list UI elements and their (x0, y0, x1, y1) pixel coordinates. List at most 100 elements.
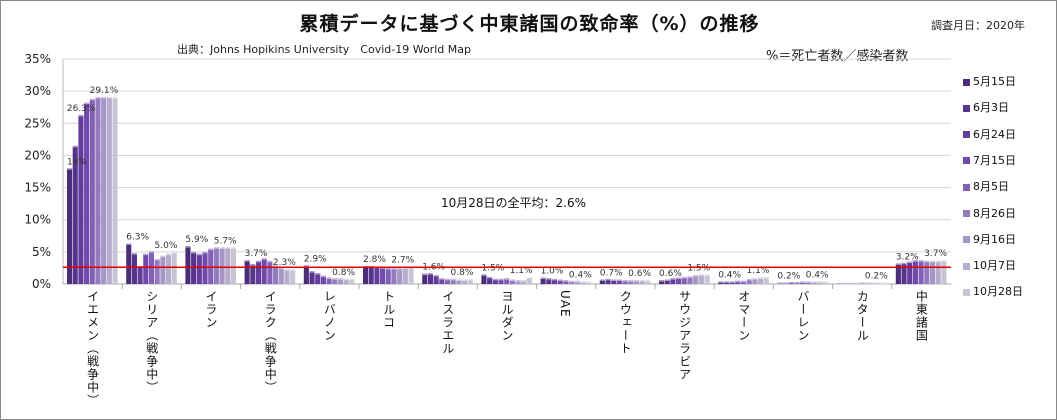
bar (462, 279, 468, 284)
bar (278, 267, 284, 284)
bar-highlight (101, 96, 107, 99)
bar-highlight (752, 278, 758, 280)
bar (84, 102, 90, 284)
bar-highlight (166, 253, 172, 256)
y-tick-label: 30% (24, 84, 51, 98)
bar (918, 260, 924, 284)
bar-highlight (244, 260, 250, 262)
bar-highlight (859, 282, 865, 285)
data-label: 0.8% (451, 268, 474, 278)
legend-swatch (963, 236, 970, 244)
bar-highlight (267, 260, 273, 263)
bar-highlight (929, 260, 936, 263)
bar-highlight (729, 281, 735, 283)
bar (924, 260, 930, 284)
bar-highlight (332, 278, 338, 280)
category-label: 中東諸国 (914, 290, 929, 342)
bar (611, 279, 617, 284)
legend-label: 10月28日 (973, 285, 1023, 299)
bar-highlight (422, 273, 428, 276)
bar (244, 260, 250, 284)
bar-highlight (303, 265, 309, 267)
bar-highlight (740, 280, 747, 283)
bar-highlight (78, 114, 84, 117)
formula-note: %＝死亡者数／感染者数 (766, 49, 909, 64)
bar-highlight (557, 279, 563, 281)
bar-highlight (143, 253, 149, 256)
data-label: 2.8% (363, 255, 386, 265)
legend-label: 9月16日 (973, 232, 1016, 246)
legend-item: 6月3日 (963, 99, 1009, 115)
bar (343, 278, 349, 284)
bar-highlight (783, 282, 789, 285)
bar (131, 253, 137, 284)
bar-highlight (320, 275, 326, 278)
legend-item: 5月15日 (963, 73, 1016, 89)
bar-highlight (89, 98, 95, 101)
bar (349, 278, 355, 284)
bar (250, 264, 256, 284)
bar (698, 274, 704, 284)
data-label: 0.4% (806, 270, 829, 280)
bar (408, 266, 414, 284)
data-label: 1.0% (541, 267, 564, 277)
data-label: 0.4% (569, 270, 592, 280)
bar-highlight (763, 276, 769, 279)
bar (374, 266, 380, 284)
bar-highlight (758, 277, 764, 280)
data-label: 2.3% (273, 258, 296, 268)
bar (137, 266, 143, 284)
bar-highlight (337, 278, 344, 280)
bar (521, 280, 527, 284)
bar-highlight (895, 263, 901, 265)
bar (895, 263, 901, 284)
bar-highlight (343, 278, 349, 281)
bar (363, 266, 369, 284)
bar (492, 278, 498, 284)
category-label: ヨルダン (500, 290, 514, 342)
bar (213, 247, 219, 284)
legend-label: 6月24日 (973, 127, 1016, 141)
bar (676, 277, 682, 284)
bar-highlight (255, 260, 262, 263)
bar (368, 266, 374, 284)
legend-item: 10月28日 (963, 283, 1023, 299)
bar (326, 277, 332, 284)
bar (208, 248, 214, 284)
data-label: 0.6% (628, 269, 651, 279)
bar (704, 274, 710, 284)
bar-highlight (462, 279, 468, 281)
bar-highlight (284, 269, 290, 271)
data-label: 1.1% (747, 266, 770, 276)
y-tick-label: 20% (24, 148, 51, 162)
bar-highlight (687, 276, 693, 278)
data-label: 0.8% (332, 268, 355, 278)
bar (763, 276, 769, 284)
bar (106, 96, 112, 284)
bar (67, 168, 73, 284)
data-label: 1.1% (510, 266, 533, 276)
bar (664, 279, 670, 284)
bar-highlight (326, 277, 332, 280)
bar (309, 271, 315, 284)
bar-highlight (693, 275, 699, 277)
bar (509, 279, 515, 284)
data-label: 0.2% (777, 272, 800, 282)
bar (320, 275, 326, 284)
bar-highlight (746, 278, 752, 281)
bar-highlight (261, 258, 267, 260)
bar (444, 278, 451, 284)
bar-highlight (487, 276, 493, 279)
bar (935, 260, 941, 284)
bar (498, 278, 504, 284)
bar-highlight (126, 243, 132, 245)
bar-highlight (842, 283, 848, 285)
legend-swatch (963, 210, 970, 217)
bar (303, 265, 309, 284)
bar (599, 279, 605, 284)
bar (746, 278, 752, 284)
category-label: イラン (204, 290, 218, 329)
legend-item: 9月16日 (963, 231, 1016, 247)
bar-highlight (622, 280, 628, 282)
bar-highlight (456, 279, 462, 281)
